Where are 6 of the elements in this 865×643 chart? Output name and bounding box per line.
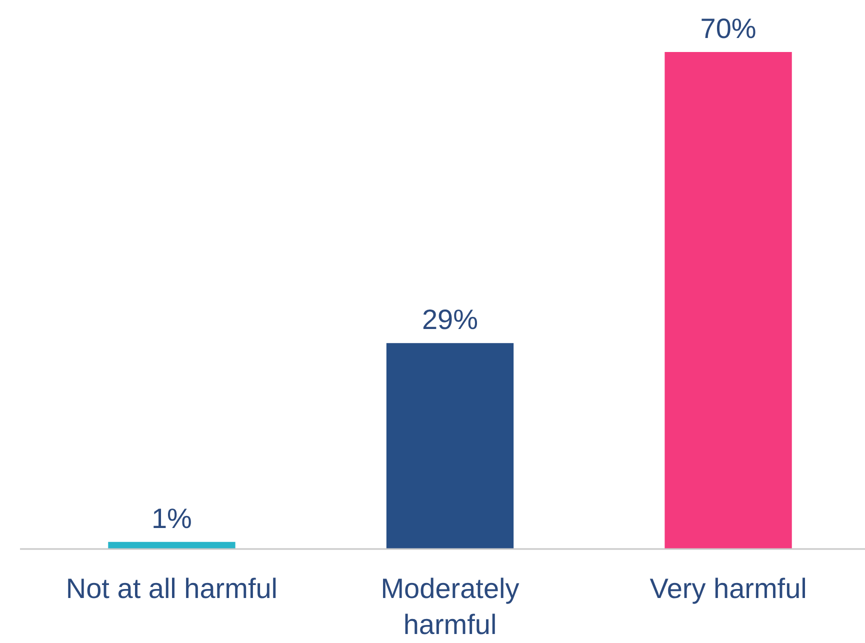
x-tick-label: Moderately harmful (380, 573, 520, 640)
data-label: 29% (422, 304, 478, 336)
x-tick-label: Not at all harmful (66, 573, 278, 604)
x-tick-label: Very harmful (650, 573, 807, 604)
data-label: 1% (151, 502, 192, 534)
data-label: 70% (700, 13, 756, 44)
